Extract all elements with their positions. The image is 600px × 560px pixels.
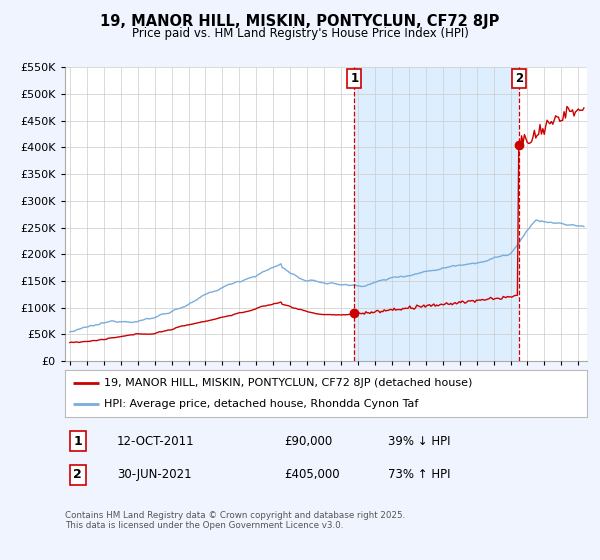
Text: 2: 2 [73,468,82,482]
Text: 12-OCT-2011: 12-OCT-2011 [117,435,194,448]
Text: Contains HM Land Registry data © Crown copyright and database right 2025.
This d: Contains HM Land Registry data © Crown c… [65,511,405,530]
Text: 73% ↑ HPI: 73% ↑ HPI [388,468,451,482]
Text: 2: 2 [515,72,523,85]
Text: 30-JUN-2021: 30-JUN-2021 [117,468,191,482]
Bar [354,67,519,361]
Text: HPI: Average price, detached house, Rhondda Cynon Taf: HPI: Average price, detached house, Rhon… [104,399,418,409]
Text: 39% ↓ HPI: 39% ↓ HPI [388,435,451,448]
Text: 19, MANOR HILL, MISKIN, PONTYCLUN, CF72 8JP: 19, MANOR HILL, MISKIN, PONTYCLUN, CF72 … [100,14,500,29]
Text: 1: 1 [350,72,358,85]
Text: £405,000: £405,000 [284,468,340,482]
Text: 1: 1 [73,435,82,448]
Text: Price paid vs. HM Land Registry's House Price Index (HPI): Price paid vs. HM Land Registry's House … [131,27,469,40]
Text: £90,000: £90,000 [284,435,332,448]
Text: 19, MANOR HILL, MISKIN, PONTYCLUN, CF72 8JP (detached house): 19, MANOR HILL, MISKIN, PONTYCLUN, CF72 … [104,378,472,388]
